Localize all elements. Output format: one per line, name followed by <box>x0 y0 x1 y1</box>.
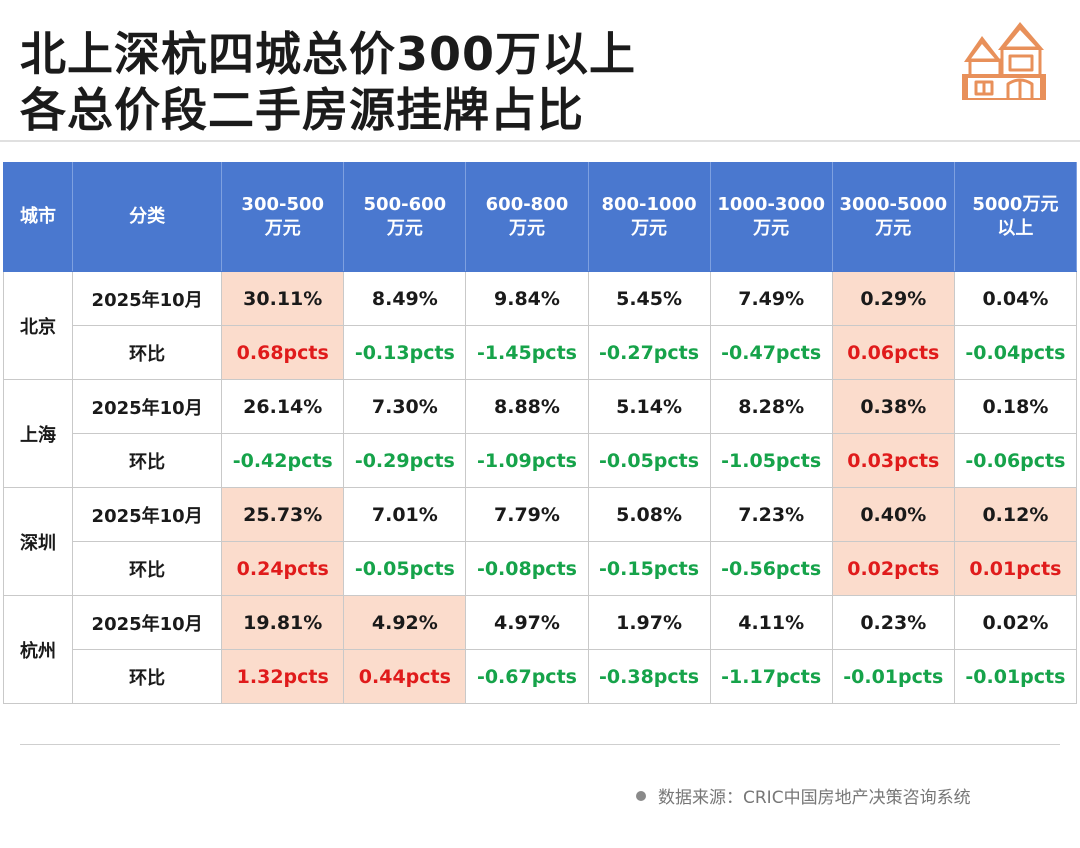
change-cell: -0.38pcts <box>587 649 711 704</box>
table-row: 深圳 2025年10月 25.73% 7.01% 7.79% 5.08% 7.23% 0.40… <box>2 487 1078 596</box>
column-header: 3000-5000 万元 <box>831 162 955 272</box>
share-cell: 0.38% <box>831 379 955 434</box>
table-row: 北京 2025年10月 30.11% 8.49% 9.84% 5.45% 7.49% 0.29… <box>2 271 1078 380</box>
change-cell: 0.02pcts <box>831 541 955 596</box>
city-name: 上海 <box>2 379 74 488</box>
change-cell: -0.13pcts <box>343 325 467 380</box>
city-name: 杭州 <box>2 595 74 704</box>
share-cell: 8.88% <box>465 379 589 434</box>
page-title: 北上深杭四城总价300万以上 各总价段二手房源挂牌占比 <box>20 26 636 138</box>
city-name: 深圳 <box>2 487 74 596</box>
change-cell: 0.01pcts <box>953 541 1078 596</box>
share-cell: 8.49% <box>343 271 467 326</box>
share-cell: 9.84% <box>465 271 589 326</box>
row-category: 2025年10月 <box>72 379 223 434</box>
share-cell: 7.49% <box>709 271 833 326</box>
column-header: 分类 <box>72 162 223 272</box>
source-text: 数据来源：CRIC中国房地产决策咨询系统 <box>658 788 971 808</box>
column-header: 600-800 万元 <box>465 162 589 272</box>
change-cell: -0.01pcts <box>831 649 955 704</box>
share-cell: 4.11% <box>709 595 833 650</box>
change-cell: -0.42pcts <box>221 433 345 488</box>
share-cell: 0.12% <box>953 487 1078 542</box>
change-cell: -0.56pcts <box>709 541 833 596</box>
share-cell: 8.28% <box>709 379 833 434</box>
row-category: 环比 <box>72 433 223 488</box>
column-header: 1000-3000 万元 <box>709 162 833 272</box>
share-cell: 4.92% <box>343 595 467 650</box>
share-cell: 26.14% <box>221 379 345 434</box>
change-cell: -0.47pcts <box>709 325 833 380</box>
column-header: 800-1000 万元 <box>587 162 711 272</box>
share-cell: 7.30% <box>343 379 467 434</box>
share-cell: 7.79% <box>465 487 589 542</box>
bullet-dot-icon <box>636 791 646 801</box>
change-cell: -1.05pcts <box>709 433 833 488</box>
change-cell: 0.68pcts <box>221 325 345 380</box>
change-cell: 0.44pcts <box>343 649 467 704</box>
change-cell: -0.15pcts <box>587 541 711 596</box>
column-header: 300-500 万元 <box>221 162 345 272</box>
change-cell: 0.06pcts <box>831 325 955 380</box>
table-header-row: 城市 分类 300-500 万元 500-600 万元 600-800 万元 800-10… <box>2 162 1078 272</box>
share-cell: 19.81% <box>221 595 345 650</box>
share-cell: 0.29% <box>831 271 955 326</box>
share-cell: 25.73% <box>221 487 345 542</box>
share-cell: 4.97% <box>465 595 589 650</box>
share-cell: 0.02% <box>953 595 1078 650</box>
share-cell: 0.23% <box>831 595 955 650</box>
change-cell: -0.05pcts <box>587 433 711 488</box>
change-cell: -1.45pcts <box>465 325 589 380</box>
row-category: 环比 <box>72 649 223 704</box>
column-header: 5000万元 以上 <box>953 162 1078 272</box>
change-cell: -0.08pcts <box>465 541 589 596</box>
house-icon <box>962 22 1046 100</box>
row-category: 2025年10月 <box>72 487 223 542</box>
column-header: 城市 <box>2 162 74 272</box>
table-row: 环比 0.24pcts -0.05pcts -0.08pcts -0.15pcts -0.… <box>4 541 1078 596</box>
table-row: 环比 -0.42pcts -0.29pcts -1.09pcts -0.05pcts -1… <box>4 433 1078 488</box>
share-cell: 0.04% <box>953 271 1078 326</box>
share-cell: 7.01% <box>343 487 467 542</box>
city-name: 北京 <box>2 271 74 380</box>
row-category: 2025年10月 <box>72 595 223 650</box>
change-cell: -0.67pcts <box>465 649 589 704</box>
share-cell: 0.18% <box>953 379 1078 434</box>
change-cell: -1.09pcts <box>465 433 589 488</box>
data-source-note: 数据来源：CRIC中国房地产决策咨询系统 <box>636 783 971 808</box>
change-cell: 1.32pcts <box>221 649 345 704</box>
table-row: 上海 2025年10月 26.14% 7.30% 8.88% 5.14% 8.28% 0.38… <box>2 379 1078 488</box>
row-category: 环比 <box>72 325 223 380</box>
change-cell: 0.03pcts <box>831 433 955 488</box>
change-cell: 0.24pcts <box>221 541 345 596</box>
column-header: 500-600 万元 <box>343 162 467 272</box>
title-divider <box>0 140 1080 142</box>
change-cell: -0.01pcts <box>953 649 1078 704</box>
share-cell: 5.14% <box>587 379 711 434</box>
share-cell: 1.97% <box>587 595 711 650</box>
change-cell: -0.29pcts <box>343 433 467 488</box>
title-line-1: 北上深杭四城总价300万以上 <box>20 27 637 81</box>
share-cell: 0.40% <box>831 487 955 542</box>
share-cell: 5.45% <box>587 271 711 326</box>
change-cell: -0.27pcts <box>587 325 711 380</box>
change-cell: -0.04pcts <box>953 325 1078 380</box>
row-category: 2025年10月 <box>72 271 223 326</box>
share-cell: 30.11% <box>221 271 345 326</box>
footer-divider <box>20 744 1060 745</box>
share-cell: 5.08% <box>587 487 711 542</box>
price-segment-table: 城市 分类 300-500 万元 500-600 万元 600-800 万元 800-10… <box>2 162 1078 704</box>
change-cell: -1.17pcts <box>709 649 833 704</box>
table-row: 环比 0.68pcts -0.13pcts -1.45pcts -0.27pcts -0.… <box>4 325 1078 380</box>
change-cell: -0.05pcts <box>343 541 467 596</box>
table-row: 环比 1.32pcts 0.44pcts -0.67pcts -0.38pcts -1.1… <box>4 649 1078 704</box>
share-cell: 7.23% <box>709 487 833 542</box>
table-row: 杭州 2025年10月 19.81% 4.92% 4.97% 1.97% 4.11% 0.23… <box>2 595 1078 704</box>
change-cell: -0.06pcts <box>953 433 1078 488</box>
row-category: 环比 <box>72 541 223 596</box>
title-line-2: 各总价段二手房源挂牌占比 <box>20 83 584 137</box>
